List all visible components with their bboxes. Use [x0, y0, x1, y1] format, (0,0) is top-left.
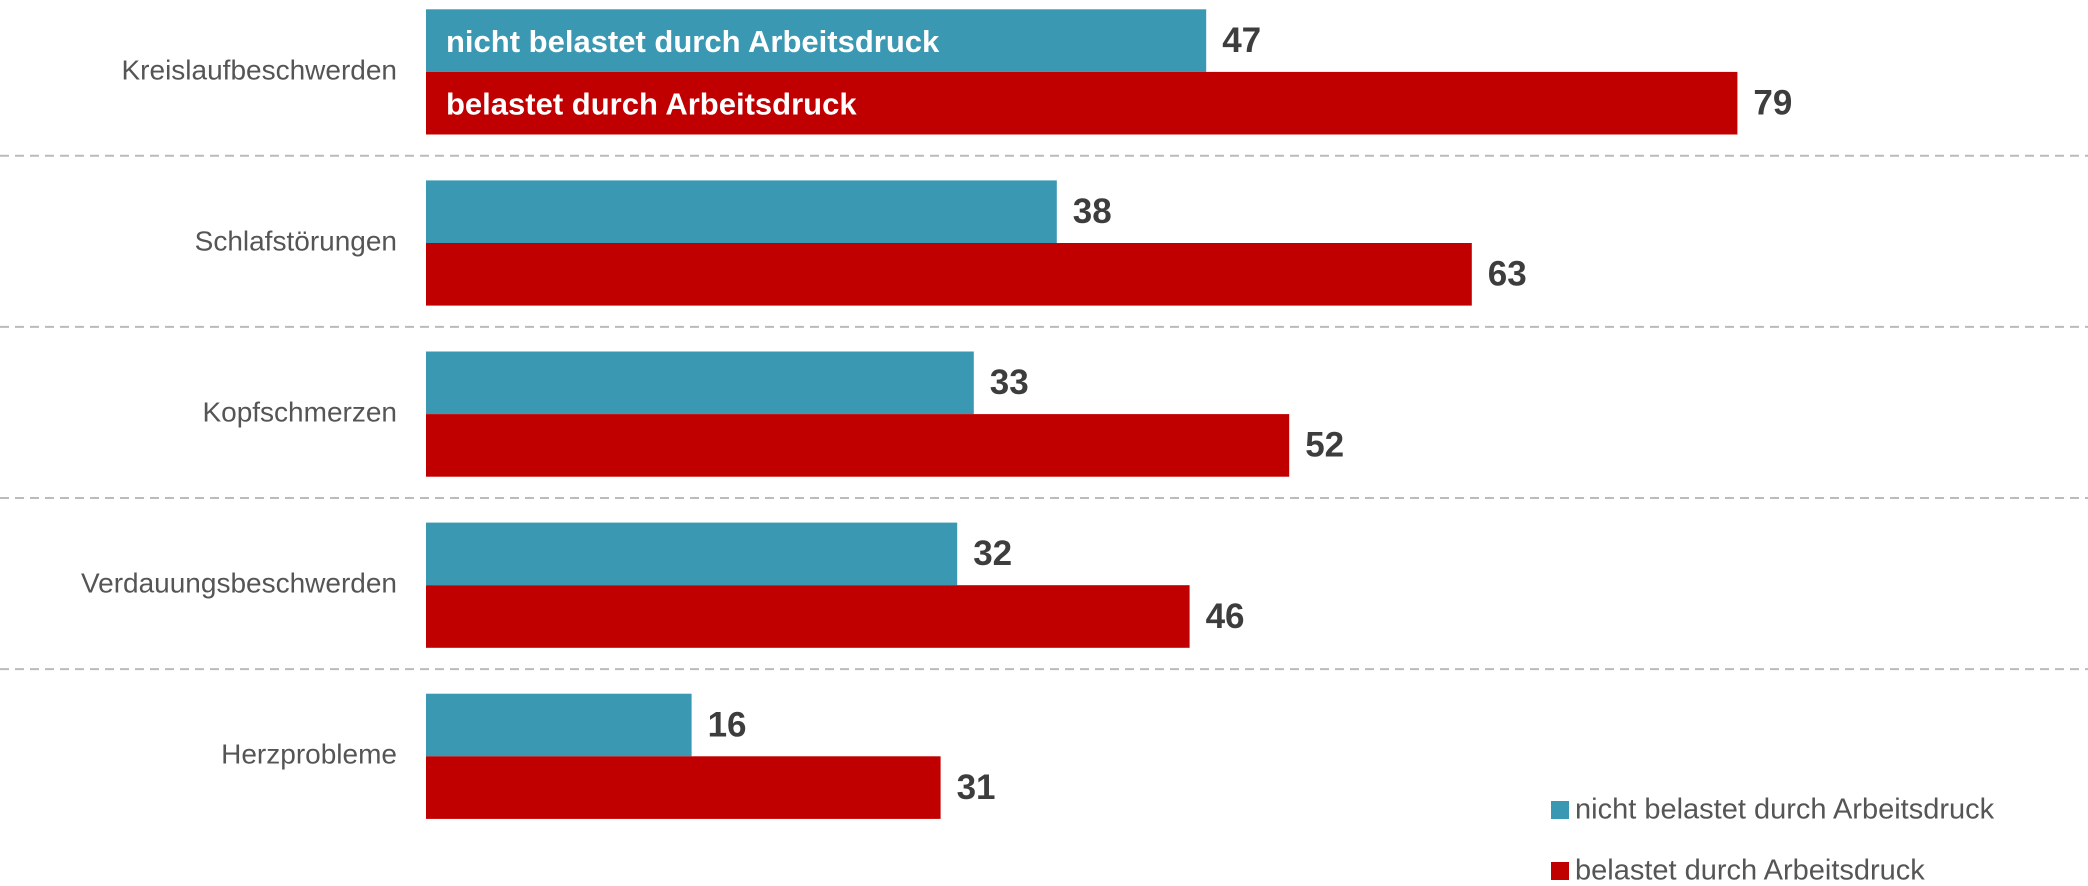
- value-label: 79: [1753, 83, 1792, 122]
- value-label: 31: [957, 768, 996, 807]
- bar: [426, 180, 1057, 243]
- category-label: Schlafstörungen: [195, 225, 397, 256]
- value-label: 52: [1305, 426, 1344, 465]
- legend-label: nicht belastet durch Arbeitsdruck: [1575, 794, 1995, 826]
- value-label: 47: [1222, 21, 1261, 60]
- value-label: 46: [1206, 597, 1245, 636]
- legend-swatch: [1551, 862, 1569, 880]
- value-label: 16: [708, 705, 747, 744]
- bar: [426, 9, 1207, 72]
- category-label: Herzprobleme: [221, 739, 397, 770]
- bar: [426, 351, 974, 415]
- bar: [426, 414, 1290, 477]
- in-bar-label: belastet durch Arbeitsdruck: [446, 86, 857, 121]
- value-label: 38: [1073, 192, 1112, 231]
- bar: [426, 71, 1738, 135]
- value-label: 63: [1488, 255, 1527, 294]
- legend-label: belastet durch Arbeitsdruck: [1575, 855, 1925, 886]
- bar: [426, 522, 958, 586]
- value-label: 32: [973, 534, 1012, 573]
- category-label: Kreislaufbeschwerden: [122, 54, 398, 85]
- bar: [426, 243, 1472, 306]
- category-label: Kopfschmerzen: [202, 396, 397, 427]
- bar: [426, 693, 692, 757]
- bar: [426, 756, 941, 819]
- category-label: Verdauungsbeschwerden: [81, 568, 397, 599]
- in-bar-label: nicht belastet durch Arbeitsdruck: [446, 24, 940, 59]
- bar: [426, 585, 1190, 648]
- legend-swatch: [1551, 801, 1569, 819]
- value-label: 33: [990, 363, 1029, 402]
